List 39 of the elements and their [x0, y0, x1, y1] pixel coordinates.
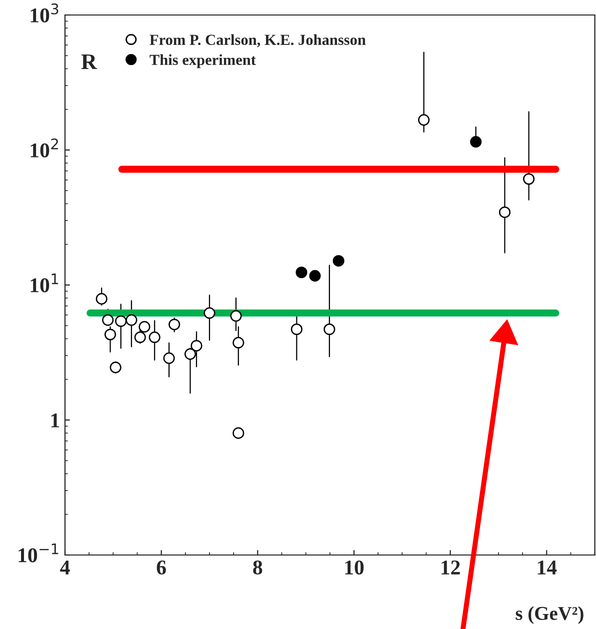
point: [418, 114, 430, 126]
point: [102, 314, 114, 326]
point: [115, 315, 127, 327]
y-tick-label: 10$^{2}$: [30, 138, 58, 158]
y-axis-title: R: [81, 54, 98, 69]
x-tick-label: 12: [442, 560, 460, 574]
point: [324, 323, 336, 336]
legend-label: From P. Carlson, K.E. Johansson: [150, 34, 366, 48]
point: [104, 328, 116, 340]
x-tick-label: 4: [60, 560, 70, 574]
point: [96, 293, 108, 305]
x-tick-label: 10: [345, 560, 364, 575]
legend-label: This experiment: [150, 54, 256, 68]
point: [498, 206, 511, 218]
point: [332, 255, 344, 267]
point: [126, 314, 138, 326]
point: [296, 266, 308, 278]
point: [168, 318, 180, 330]
x-axis-title: s (GeV²): [516, 606, 584, 624]
x-tick-label: 8: [253, 560, 262, 575]
x-tick-label: 6: [156, 560, 166, 575]
point: [163, 352, 175, 364]
y-tick-label: 10$^{−1}$: [18, 544, 58, 562]
y-tick-label: 1: [51, 413, 60, 428]
point: [134, 332, 146, 344]
point: [230, 310, 242, 322]
point: [148, 332, 160, 344]
point: [204, 307, 216, 319]
point: [309, 270, 321, 282]
point: [290, 323, 302, 336]
point: [190, 340, 202, 352]
y-tick-label: 10$^{3}$: [30, 3, 58, 22]
point: [110, 362, 122, 374]
point: [232, 336, 244, 348]
x-tick-label: 14: [538, 560, 557, 574]
point: [523, 173, 535, 185]
y-tick-label: 10$^{1}$: [30, 274, 58, 292]
point: [184, 348, 196, 360]
point: [470, 136, 482, 148]
